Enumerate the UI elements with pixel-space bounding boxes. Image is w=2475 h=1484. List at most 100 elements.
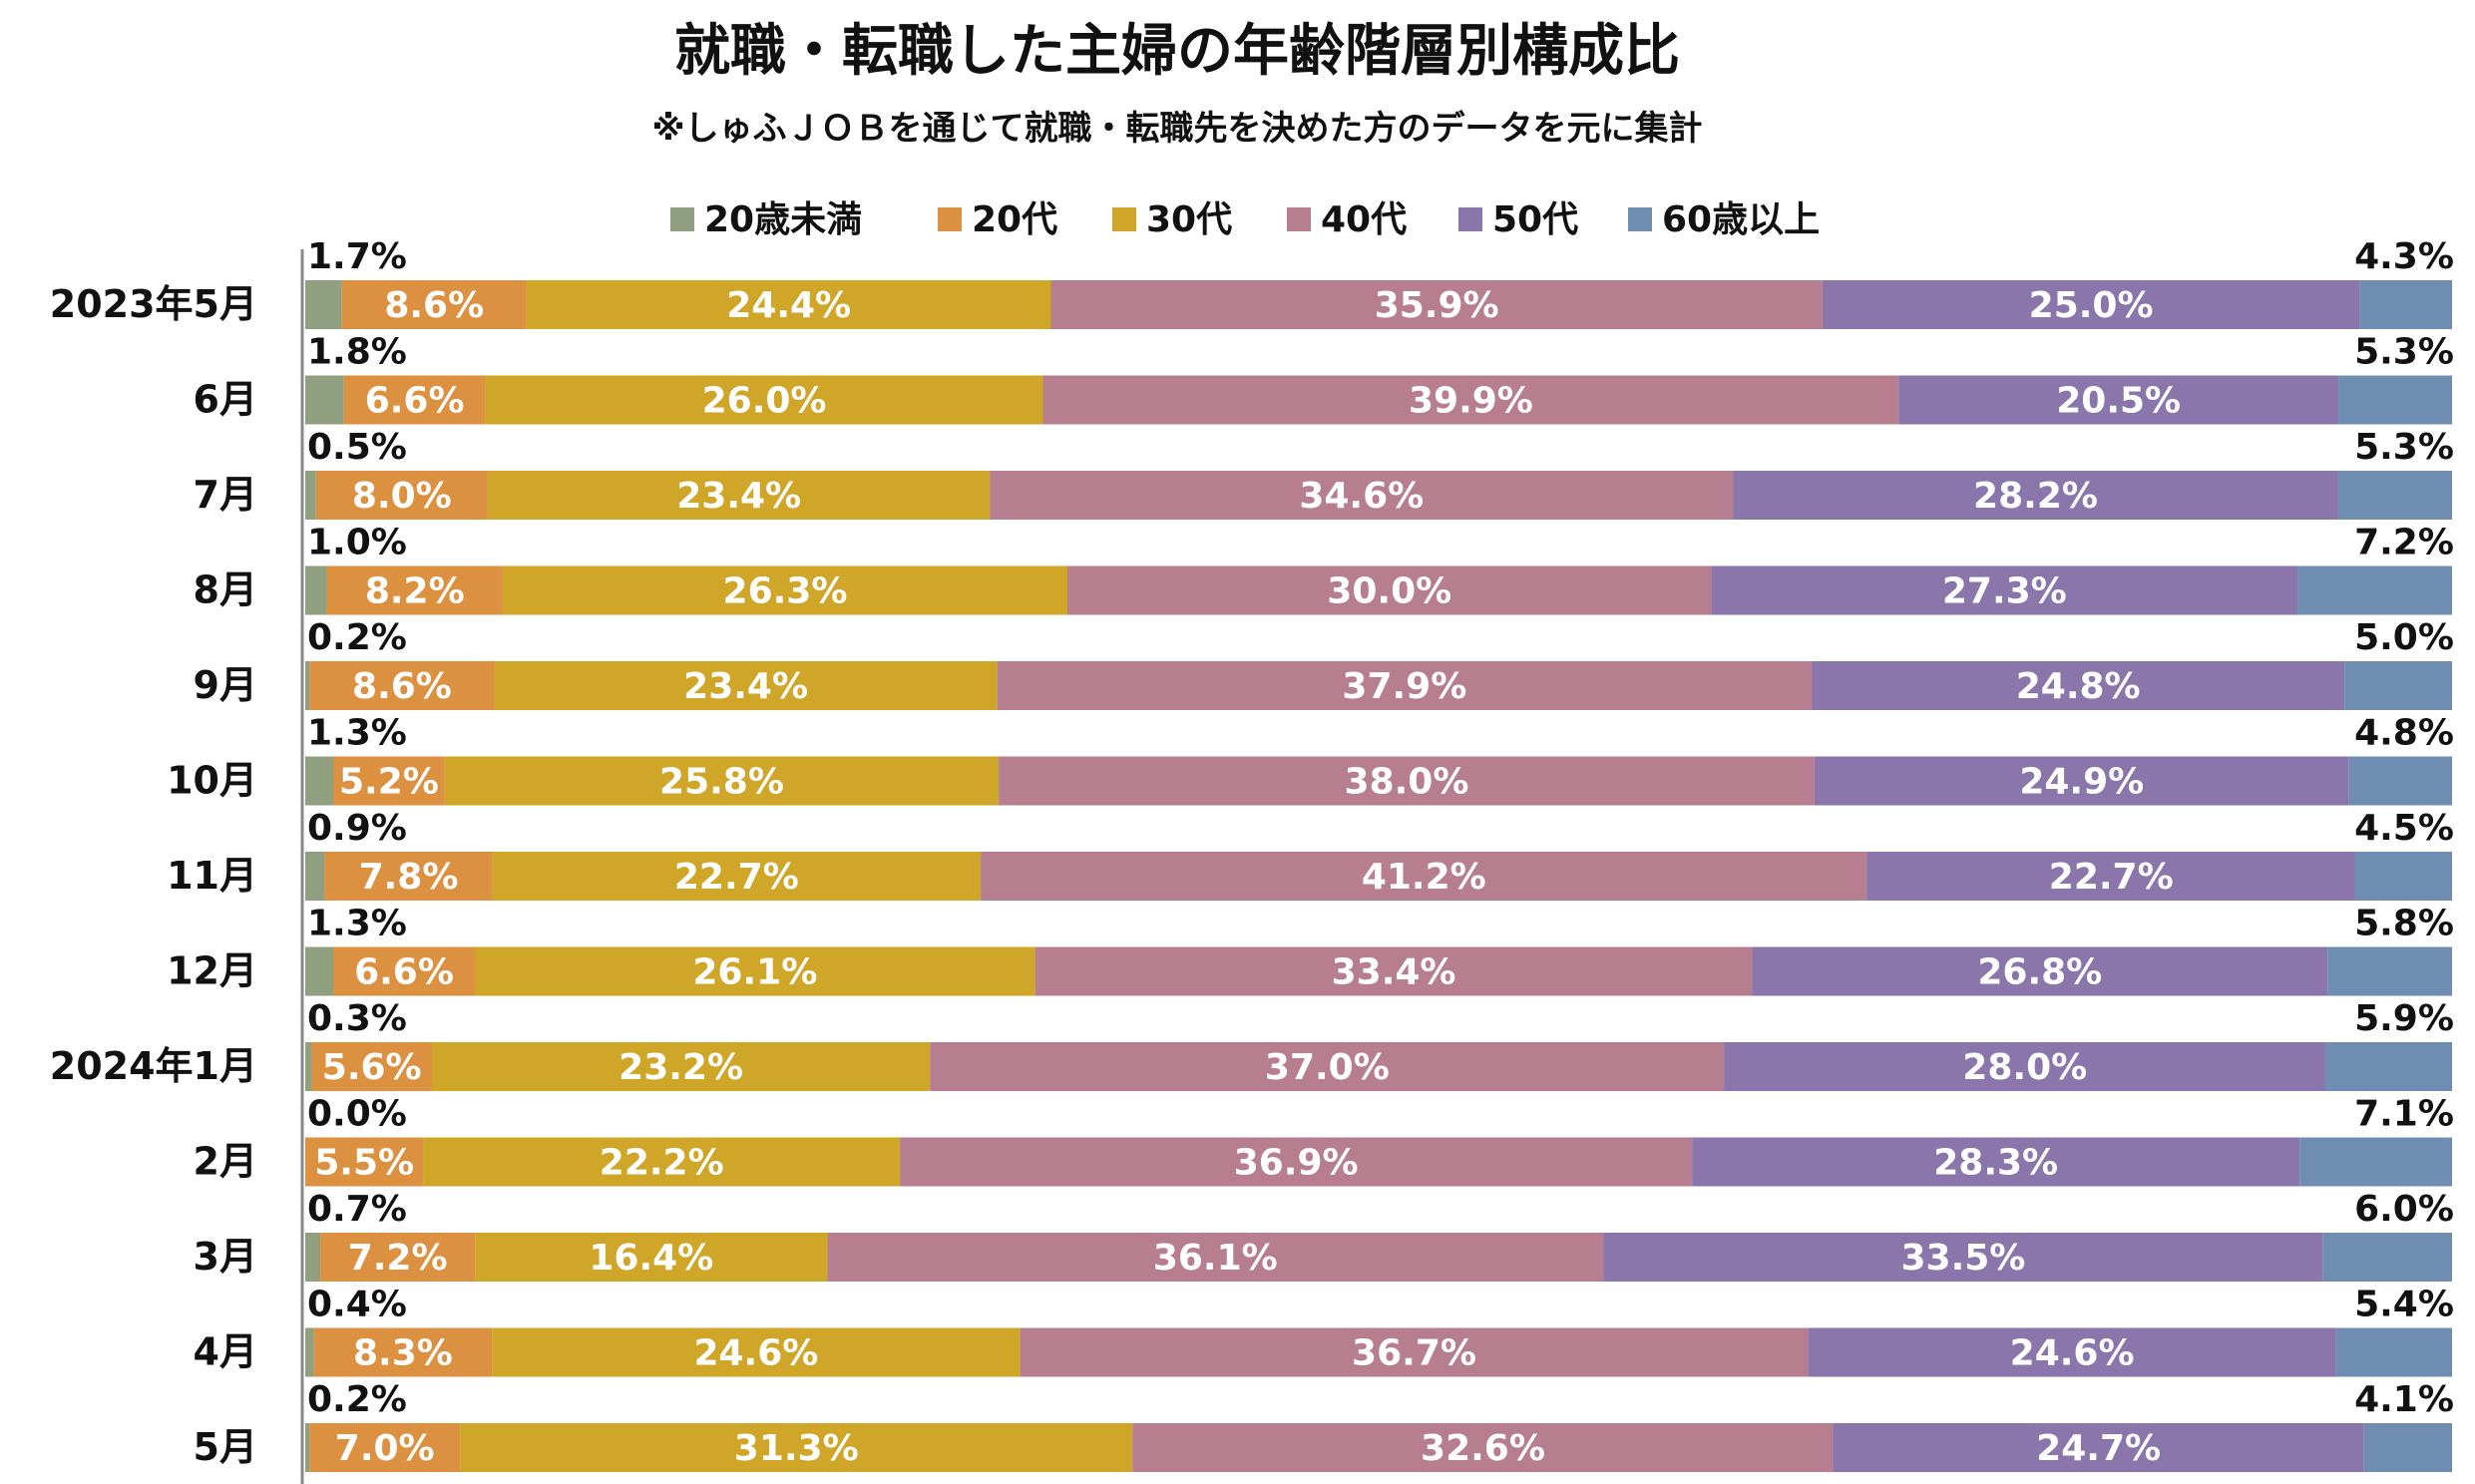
- bars: 2023年5月 1.7% 8.6% 24.4% 35.9% 25.0% 4.3% 6月 1.8%…: [50, 236, 2454, 1472]
- bar-segment: [332, 756, 445, 806]
- data-label: 36.7%: [1352, 1333, 1476, 1374]
- data-label-outside: 0.2%: [307, 1379, 407, 1420]
- bar-segment: [485, 375, 1043, 425]
- data-label: 31.3%: [734, 1428, 859, 1469]
- data-label: 24.6%: [2010, 1333, 2135, 1374]
- bar-segment: [305, 1137, 424, 1187]
- data-label: 23.4%: [676, 476, 801, 517]
- bar-segment: [900, 1137, 1693, 1187]
- bar-segment: [1034, 946, 1753, 996]
- bar-segment: [487, 471, 991, 520]
- category-label: 3月: [194, 1235, 257, 1279]
- category-label: 11月: [167, 854, 257, 898]
- data-label: 26.3%: [723, 571, 848, 612]
- bar-segment: [492, 852, 982, 901]
- bar-segment: [1752, 946, 2328, 996]
- bar-segment: [320, 1233, 476, 1282]
- bar-segment: [305, 661, 310, 710]
- data-label: 8.2%: [365, 571, 465, 612]
- bar-segment: [324, 852, 493, 901]
- data-label: 33.4%: [1332, 952, 1456, 993]
- bar-segment: [2344, 661, 2452, 710]
- data-label-outside: 4.3%: [2354, 236, 2454, 277]
- legend-swatch: [670, 207, 694, 231]
- bar-segment: [827, 1233, 1604, 1282]
- data-label: 24.4%: [726, 285, 851, 326]
- data-label: 23.4%: [683, 666, 808, 707]
- bar-segment: [1050, 280, 1823, 329]
- data-label: 26.0%: [702, 381, 827, 422]
- data-label: 24.7%: [2036, 1428, 2161, 1469]
- legend-swatch: [938, 207, 962, 231]
- data-label-outside: 0.5%: [307, 427, 407, 468]
- bar-segment: [1898, 375, 2339, 425]
- bar-segment: [341, 280, 527, 329]
- data-label: 16.4%: [589, 1238, 713, 1279]
- bar-segment: [2359, 280, 2452, 329]
- bar-segment: [981, 852, 1867, 901]
- data-label: 7.0%: [335, 1428, 435, 1469]
- legend-label: 30代: [1146, 199, 1232, 240]
- legend-swatch: [1458, 207, 1482, 231]
- bar-segment: [494, 661, 998, 710]
- legend-swatch: [1112, 207, 1136, 231]
- legend-swatch: [1287, 207, 1311, 231]
- legend-label: 60歳以上: [1662, 199, 1820, 240]
- bar-segment: [1711, 565, 2298, 615]
- data-label: 36.1%: [1153, 1238, 1278, 1279]
- bar-segment: [311, 1042, 432, 1091]
- bar-segment: [431, 1042, 931, 1091]
- category-label: 2023年5月: [50, 282, 257, 326]
- bar-segment: [997, 661, 1813, 710]
- bar-segment: [332, 946, 476, 996]
- legend-label: 50代: [1492, 199, 1578, 240]
- data-label-outside: 0.3%: [307, 998, 407, 1039]
- category-label: 6月: [194, 378, 257, 422]
- bar-segment: [309, 1423, 461, 1472]
- data-label-outside: 7.1%: [2354, 1094, 2454, 1135]
- bar-segment: [1066, 565, 1712, 615]
- data-label: 34.6%: [1299, 476, 1424, 517]
- data-label: 6.6%: [365, 381, 465, 422]
- data-label: 28.2%: [1973, 476, 2098, 517]
- bar-segment: [990, 471, 1734, 520]
- data-label-outside: 7.2%: [2354, 523, 2454, 563]
- bar-segment: [309, 661, 495, 710]
- bar-segment: [2348, 756, 2452, 806]
- bar-segment: [1814, 756, 2349, 806]
- chart-subtitle: ※しゅふＪＯＢを通じて就職・転職先を決めた方のデータを元に集計: [651, 109, 1702, 149]
- data-label: 6.6%: [354, 952, 454, 993]
- data-label: 7.8%: [359, 857, 459, 898]
- data-label: 26.8%: [1977, 952, 2102, 993]
- bar-segment: [305, 852, 325, 901]
- bar-segment: [475, 1233, 828, 1282]
- data-label-outside: 4.8%: [2354, 713, 2454, 754]
- bar-segment: [2297, 565, 2452, 615]
- bar-segment: [2299, 1137, 2452, 1187]
- data-label: 20.5%: [2056, 381, 2181, 422]
- bar-segment: [313, 1327, 493, 1377]
- data-label: 5.2%: [339, 762, 439, 803]
- bar-segment: [475, 946, 1035, 996]
- data-label-outside: 0.9%: [307, 808, 407, 849]
- bar-segment: [2322, 1233, 2452, 1282]
- data-label: 5.6%: [322, 1047, 422, 1088]
- data-label-outside: 4.1%: [2354, 1379, 2454, 1420]
- data-label: 8.0%: [352, 476, 452, 517]
- data-label: 8.6%: [352, 666, 452, 707]
- data-label-outside: 5.8%: [2354, 904, 2454, 944]
- data-label-outside: 0.0%: [307, 1094, 407, 1135]
- bar-segment: [1808, 1327, 2336, 1377]
- bar-segment: [1833, 1423, 2364, 1472]
- bar-segment: [460, 1423, 1133, 1472]
- category-label: 10月: [167, 759, 257, 803]
- data-label-outside: 4.5%: [2354, 808, 2454, 849]
- category-label: 5月: [194, 1425, 257, 1469]
- bar-segment: [502, 565, 1067, 615]
- data-label: 8.3%: [353, 1333, 453, 1374]
- legend: 20歳未満 20代 30代 40代 50代 60歳以上: [670, 199, 1820, 240]
- data-label: 38.0%: [1345, 762, 1469, 803]
- bar-segment: [1132, 1423, 1834, 1472]
- bar-segment: [305, 1327, 314, 1377]
